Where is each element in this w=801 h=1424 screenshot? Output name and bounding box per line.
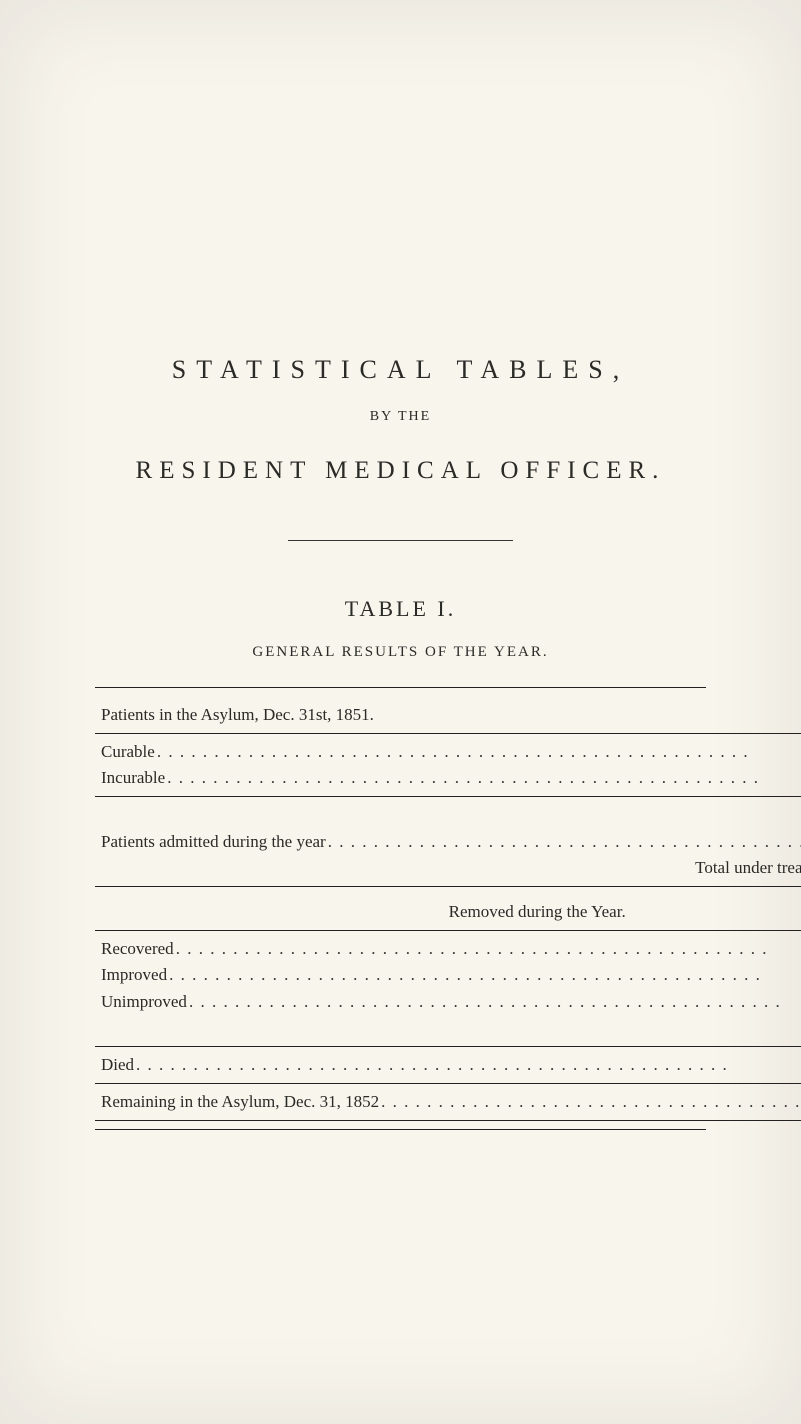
label-text: Recovered bbox=[101, 939, 174, 959]
table-row-remaining: Remaining in the Asylum, Dec. 31, 1852 .… bbox=[95, 1084, 801, 1121]
subtitle: RESIDENT MEDICAL OFFICER. bbox=[95, 457, 706, 485]
row-label: Curable . . . . . . . . . . . . . . . . … bbox=[95, 734, 801, 766]
row-label: Died . . . . . . . . . . . . . . . . . .… bbox=[95, 1047, 801, 1084]
row-label: Improved . . . . . . . . . . . . . . . .… bbox=[95, 962, 801, 988]
table-row: Patients admitted during the year . . . … bbox=[95, 828, 801, 855]
label-text: Curable bbox=[101, 742, 155, 762]
label-text: Patients admitted during the year bbox=[101, 832, 326, 852]
top-whitespace bbox=[95, 0, 706, 355]
table-row: Recovered . . . . . . . . . . . . . . . … bbox=[95, 931, 801, 963]
label-text: Total under treatment bbox=[695, 858, 801, 878]
row-label: Incurable . . . . . . . . . . . . . . . … bbox=[95, 765, 801, 797]
table-row: Died . . . . . . . . . . . . . . . . . .… bbox=[95, 1047, 801, 1084]
title-main: STATISTICAL TABLES, bbox=[95, 355, 706, 385]
row-label: Total under treatment . . . . . . . . bbox=[95, 855, 801, 887]
table-label: TABLE I. bbox=[95, 596, 706, 622]
table-removed-during-year: Removed during the Year. M. F. Total. Re… bbox=[95, 899, 801, 1121]
table-row: Unimproved . . . . . . . . . . . . . . .… bbox=[95, 988, 801, 1015]
table-row: Incurable . . . . . . . . . . . . . . . … bbox=[95, 765, 801, 797]
leader-dots: . . . . . . . . . . . . . . . . . . . . … bbox=[165, 768, 801, 788]
leader-dots: . . . . . . . . . . . . . . . . . . . . … bbox=[155, 742, 801, 762]
table-row-total: Total under treatment . . . . . . . . 15… bbox=[95, 855, 801, 887]
row-label bbox=[95, 797, 801, 829]
row-label: Recovered . . . . . . . . . . . . . . . … bbox=[95, 931, 801, 963]
leader-dots: . . . . . . . . . . . . . . . . . . . . … bbox=[134, 1055, 801, 1075]
table-general-results-part1: Patients in the Asylum, Dec. 31st, 1851.… bbox=[95, 702, 801, 887]
leader-dots: . . . . . . . . . . . . . . . . . . . . … bbox=[174, 939, 801, 959]
table-bottom-rule bbox=[95, 1129, 706, 1130]
byline: BY THE bbox=[95, 409, 706, 425]
label-text: Died bbox=[101, 1055, 134, 1075]
table-row-subtotal: 17 22 39 bbox=[95, 1015, 801, 1047]
row-label: Remaining in the Asylum, Dec. 31, 1852 .… bbox=[95, 1084, 801, 1121]
table-row: Improved . . . . . . . . . . . . . . . .… bbox=[95, 962, 801, 988]
leader-dots: . . . . . . . . . . . . . . . . . . . . … bbox=[326, 832, 801, 852]
table-top-rule bbox=[95, 687, 706, 688]
table-row-subtotal: 131 136 267 bbox=[95, 797, 801, 829]
leader-dots: . . . . . . . . . . . . . . . . . . . . … bbox=[167, 965, 801, 985]
label-text: Improved bbox=[101, 965, 167, 985]
divider-rule bbox=[288, 540, 513, 541]
leader-dots: . . . . . . . . . . . . . . . . . . . . … bbox=[379, 1092, 801, 1112]
table-header-row: Patients in the Asylum, Dec. 31st, 1851.… bbox=[95, 702, 801, 734]
label-text: Unimproved bbox=[101, 992, 187, 1012]
header-label: Removed during the Year. bbox=[95, 899, 801, 931]
table-header-row: Removed during the Year. M. F. Total. bbox=[95, 899, 801, 931]
table-caption: GENERAL RESULTS OF THE YEAR. bbox=[95, 644, 706, 661]
label-text: Remaining in the Asylum, Dec. 31, 1852 bbox=[101, 1092, 379, 1112]
page: STATISTICAL TABLES, BY THE RESIDENT MEDI… bbox=[0, 0, 801, 1424]
leader-dots: . . . . . . . . . . . . . . . . . . . . … bbox=[187, 992, 801, 1012]
row-label bbox=[95, 1015, 801, 1047]
table-row: Curable . . . . . . . . . . . . . . . . … bbox=[95, 734, 801, 766]
row-label: Patients admitted during the year . . . … bbox=[95, 828, 801, 855]
header-label: Patients in the Asylum, Dec. 31st, 1851. bbox=[95, 702, 801, 734]
row-label: Unimproved . . . . . . . . . . . . . . .… bbox=[95, 988, 801, 1015]
label-text: Incurable bbox=[101, 768, 165, 788]
